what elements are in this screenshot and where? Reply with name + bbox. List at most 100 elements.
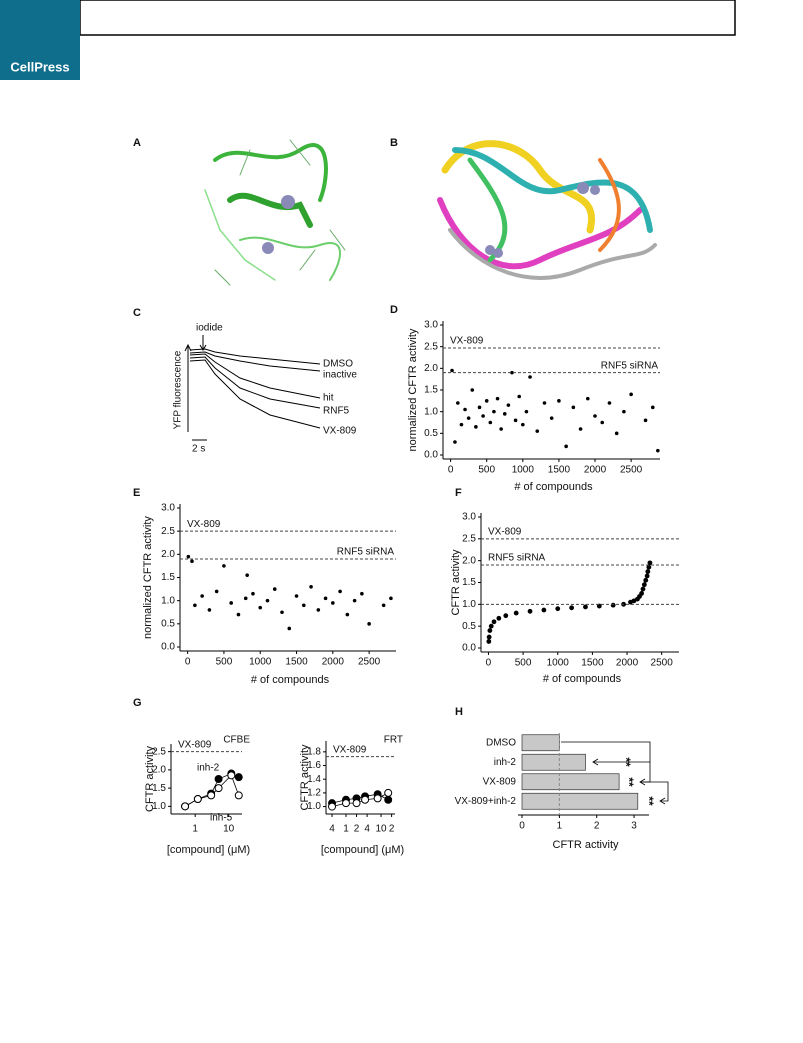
point (265, 598, 270, 603)
point (527, 608, 533, 614)
y-tick-label: 1.5 (462, 577, 476, 588)
point (643, 577, 649, 583)
series-label: inh-5 (210, 813, 233, 824)
y-tick-label: 2.5 (462, 533, 476, 544)
bar (521, 792, 639, 810)
y-tick-label: 1.6 (307, 760, 321, 771)
point (331, 601, 335, 605)
point (186, 554, 191, 559)
x-tick-label: 2500 (651, 658, 674, 669)
point (200, 594, 204, 598)
x-tick-label: 2000 (616, 658, 639, 669)
y-tick-label: 1.0 (161, 595, 175, 606)
point (352, 799, 361, 808)
point (280, 610, 284, 615)
point (555, 606, 561, 612)
reference-label: VX-809 (450, 336, 484, 347)
point (214, 784, 223, 793)
point (190, 559, 194, 564)
point (287, 626, 292, 631)
point (622, 409, 626, 414)
reference-label: RNF5 siRNA (337, 547, 395, 558)
point (181, 802, 190, 811)
y-tick-label: 3.0 (161, 503, 175, 514)
x-axis-label: [compound] (μM) (321, 844, 404, 856)
point (477, 405, 482, 410)
point (496, 615, 502, 621)
significance: ** (642, 796, 656, 806)
point (373, 794, 382, 803)
point (600, 420, 605, 425)
point (234, 791, 243, 800)
point (328, 802, 337, 811)
point (535, 429, 540, 433)
x-tick-label: 1500 (581, 658, 604, 669)
point (643, 418, 648, 423)
point (486, 634, 492, 640)
point (510, 370, 514, 375)
point (650, 405, 655, 410)
x-tick-label: 1 (343, 824, 349, 835)
point (488, 420, 493, 425)
point (578, 427, 583, 431)
reference-label: VX-809 (333, 744, 367, 755)
point (459, 422, 464, 427)
y-axis-label: CFTR activity (299, 744, 311, 811)
point (614, 431, 619, 436)
y-tick-label: 1.4 (307, 774, 321, 785)
x-tick-label: 1000 (249, 657, 272, 668)
point (214, 775, 223, 783)
y-tick-label: 2.0 (424, 363, 438, 374)
point (193, 603, 197, 608)
point (502, 412, 507, 416)
point (367, 622, 371, 626)
point (456, 401, 460, 405)
point (629, 392, 633, 397)
axis-arrow (184, 343, 192, 432)
point (381, 603, 386, 608)
point (207, 791, 216, 800)
y-tick-label: 1.0 (152, 801, 166, 812)
x-tick-label: 2500 (358, 657, 381, 668)
panel-label: G (133, 697, 142, 709)
structure-b (437, 140, 657, 280)
point (492, 409, 496, 414)
bar (521, 773, 620, 791)
x-tick-label: 2000 (322, 657, 345, 668)
point (641, 582, 647, 588)
point (646, 564, 652, 570)
trace-label: hit (323, 393, 334, 404)
plot-title: CFBE (223, 735, 250, 746)
point (450, 368, 454, 373)
point (243, 596, 248, 601)
y-tick-label: 0.0 (424, 450, 438, 461)
structure-a (204, 139, 346, 286)
reference-label: VX-809 (178, 739, 212, 750)
point (607, 401, 612, 405)
y-tick-label: 1.8 (307, 746, 321, 757)
point (513, 610, 519, 616)
x-tick-label: 4 (329, 824, 335, 835)
reference-label: RNF5 siRNA (601, 360, 659, 371)
panel-label: D (390, 304, 398, 316)
y-tick-label: 0.0 (462, 643, 476, 654)
point (352, 598, 357, 603)
point (345, 612, 350, 617)
point (542, 401, 547, 405)
x-axis-label: # of compounds (251, 674, 330, 686)
x-tick-label: 1500 (548, 465, 571, 476)
x-tick-label: 2500 (620, 465, 643, 476)
x-tick-label: 2 (594, 821, 600, 832)
category-label: inh-2 (494, 757, 517, 768)
y-tick-label: 0.5 (462, 621, 476, 632)
point (513, 418, 518, 423)
y-tick-label: 1.0 (307, 801, 321, 812)
x-tick-label: 1500 (285, 657, 308, 668)
point (309, 584, 313, 589)
y-tick-label: 1.2 (307, 788, 321, 799)
point (528, 375, 532, 379)
point (541, 607, 547, 613)
point (517, 394, 522, 399)
trace-label: RNF5 (323, 406, 350, 417)
logo (0, 0, 80, 80)
